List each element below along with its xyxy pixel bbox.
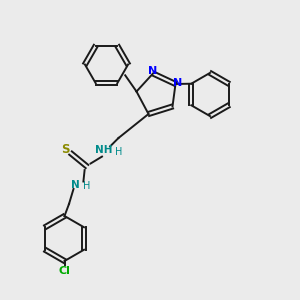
Text: N: N [70, 179, 80, 190]
Text: H: H [116, 147, 123, 158]
Text: N: N [148, 66, 158, 76]
Text: Cl: Cl [58, 266, 70, 276]
Text: S: S [61, 143, 69, 156]
Text: NH: NH [95, 145, 112, 155]
Text: H: H [83, 181, 90, 191]
Text: N: N [173, 77, 182, 88]
